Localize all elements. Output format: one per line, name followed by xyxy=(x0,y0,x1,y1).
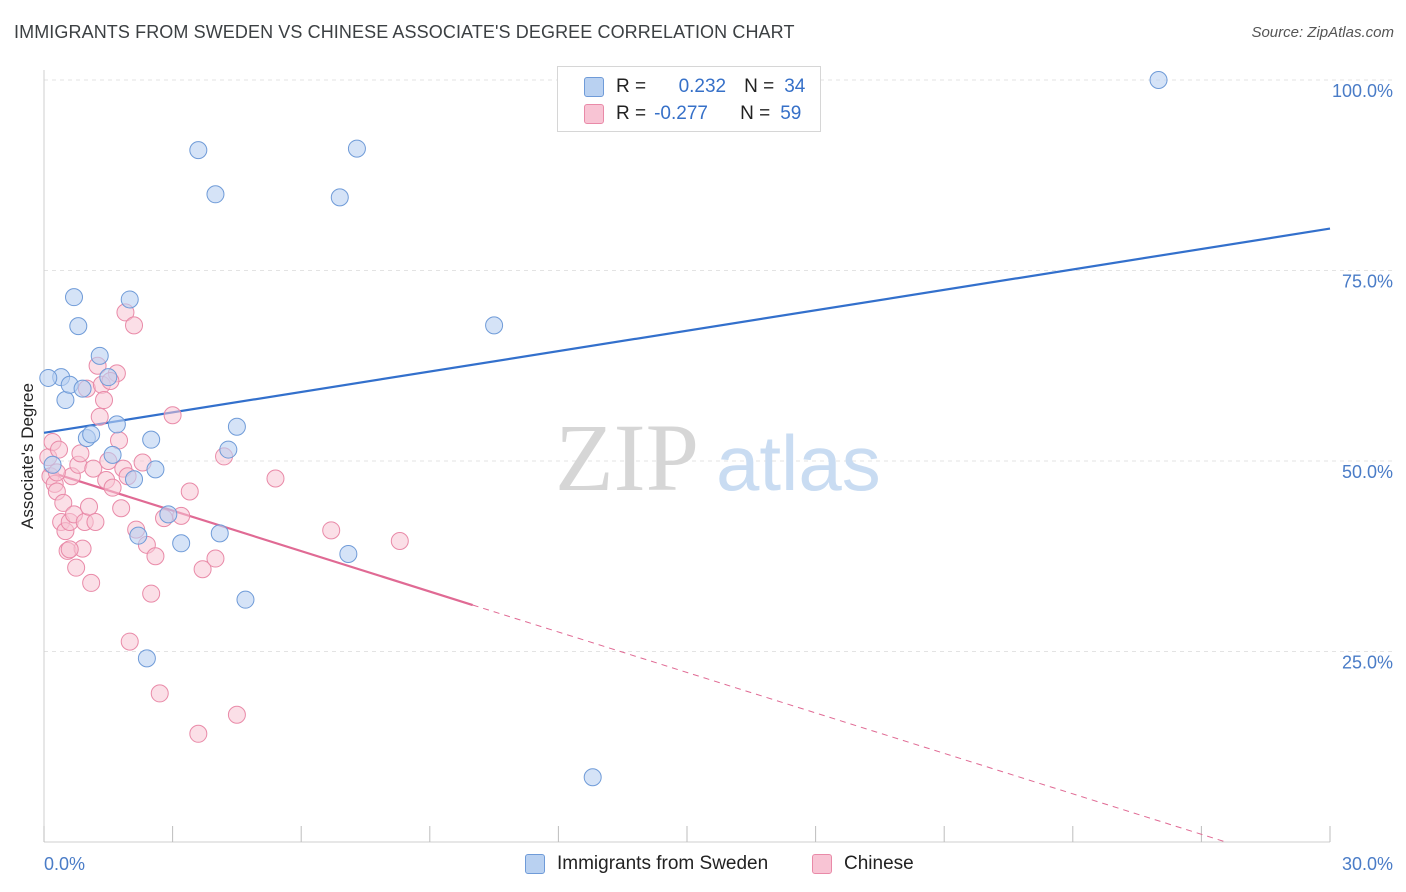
data-point-chinese xyxy=(227,705,246,724)
data-point-sweden xyxy=(73,379,92,398)
data-point-sweden xyxy=(146,460,165,479)
data-point-chinese xyxy=(112,499,131,518)
watermark-zip: ZIP xyxy=(555,404,699,511)
data-point-chinese xyxy=(50,440,69,459)
data-point-chinese xyxy=(71,444,90,463)
data-point-sweden xyxy=(189,141,208,160)
data-point-chinese xyxy=(193,560,212,579)
legend-row-chinese: R = -0.277 N = 59 xyxy=(616,101,801,127)
data-point-sweden xyxy=(39,368,58,387)
data-point-chinese xyxy=(390,532,409,551)
legend-label-chinese: Chinese xyxy=(844,853,914,874)
x-tick-label: 0.0% xyxy=(44,854,85,874)
trend-lines xyxy=(43,227,1331,843)
data-point-sweden xyxy=(129,526,148,545)
data-point-sweden xyxy=(210,524,229,543)
data-point-chinese xyxy=(80,497,99,516)
data-point-chinese xyxy=(120,632,139,651)
data-point-sweden xyxy=(90,346,109,365)
data-point-chinese xyxy=(189,724,208,743)
data-point-sweden xyxy=(159,505,178,524)
trend-line-sweden xyxy=(43,227,1331,434)
data-point-chinese xyxy=(150,684,169,703)
data-point-chinese xyxy=(322,521,341,540)
data-point-sweden xyxy=(172,534,191,553)
source-label: Source: ZipAtlas.com xyxy=(1251,24,1394,41)
legend-item-sweden: Immigrants from Sweden xyxy=(525,852,768,876)
legend-n-label: N = xyxy=(740,103,771,124)
legend-n-value: 59 xyxy=(780,103,802,124)
y-tick-labels: 25.0% 50.0% 75.0% 100.0% xyxy=(1332,81,1393,673)
data-point-sweden xyxy=(206,185,225,204)
x-tick-labels: 0.0% 30.0% xyxy=(44,854,1393,874)
legend-swatch-sweden xyxy=(584,77,604,97)
legend-r-label: R = xyxy=(616,76,647,97)
data-point-sweden xyxy=(236,590,255,609)
data-point-chinese xyxy=(82,573,101,592)
data-point-sweden xyxy=(82,425,101,444)
chart-title: IMMIGRANTS FROM SWEDEN VS CHINESE ASSOCI… xyxy=(14,22,795,42)
data-point-chinese xyxy=(60,540,79,559)
data-point-chinese xyxy=(86,512,105,531)
y-tick-label: 75.0% xyxy=(1342,272,1393,292)
data-point-chinese xyxy=(90,407,109,426)
trend-line-chinese-extension xyxy=(472,604,1227,843)
x-tick-label: 30.0% xyxy=(1342,854,1393,874)
legend-r-value: -0.277 xyxy=(654,103,708,124)
data-point-sweden xyxy=(330,188,349,207)
data-point-sweden xyxy=(142,430,161,449)
data-point-chinese xyxy=(180,482,199,501)
stats-legend: R = 0.232 N = 34 R = -0.277 N = 59 xyxy=(557,66,821,132)
y-axis-label: Associate's Degree xyxy=(18,383,37,529)
data-point-sweden xyxy=(65,288,84,307)
data-point-sweden xyxy=(347,139,366,158)
data-point-chinese xyxy=(54,493,73,512)
legend-label-sweden: Immigrants from Sweden xyxy=(557,853,769,874)
legend-row-sweden: R = 0.232 N = 34 xyxy=(616,74,805,100)
data-point-chinese xyxy=(163,406,182,425)
legend-n-value: 34 xyxy=(784,76,806,97)
series-sweden-points xyxy=(39,71,1168,787)
legend-r-value: 0.232 xyxy=(678,76,727,97)
data-point-sweden xyxy=(485,316,504,335)
data-point-sweden xyxy=(107,415,126,434)
watermark: ZIP atlas xyxy=(555,404,881,511)
legend-swatch-chinese xyxy=(584,104,604,124)
y-tick-label: 25.0% xyxy=(1342,653,1393,673)
data-point-sweden xyxy=(103,445,122,464)
data-point-sweden xyxy=(227,417,246,436)
legend-item-chinese: Chinese xyxy=(812,852,914,876)
y-tick-label: 100.0% xyxy=(1332,81,1393,101)
legend-swatch-chinese xyxy=(812,854,832,874)
series-chinese-points xyxy=(39,303,409,743)
data-point-chinese xyxy=(84,459,103,478)
data-point-sweden xyxy=(99,368,118,387)
data-point-sweden xyxy=(339,544,358,563)
grid-lines xyxy=(44,79,1392,652)
data-point-chinese xyxy=(206,549,225,568)
legend-r-label: R = xyxy=(616,103,647,124)
data-point-sweden xyxy=(69,317,88,336)
legend-swatch-sweden xyxy=(525,854,545,874)
data-point-chinese xyxy=(95,391,114,410)
data-point-sweden xyxy=(56,391,75,410)
data-point-sweden xyxy=(125,470,144,489)
watermark-atlas: atlas xyxy=(716,419,881,507)
data-point-sweden xyxy=(219,440,238,459)
data-point-chinese xyxy=(266,469,285,488)
data-point-chinese xyxy=(67,558,86,577)
data-point-chinese xyxy=(146,547,165,566)
data-point-sweden xyxy=(583,768,602,787)
data-point-sweden xyxy=(1149,71,1168,89)
data-point-sweden xyxy=(137,649,156,668)
data-point-sweden xyxy=(120,290,139,309)
data-point-chinese xyxy=(125,316,144,335)
legend-n-label: N = xyxy=(744,76,775,97)
data-point-sweden xyxy=(43,455,62,474)
data-point-chinese xyxy=(103,478,122,497)
data-point-chinese xyxy=(142,584,161,603)
y-tick-label: 50.0% xyxy=(1342,462,1393,482)
